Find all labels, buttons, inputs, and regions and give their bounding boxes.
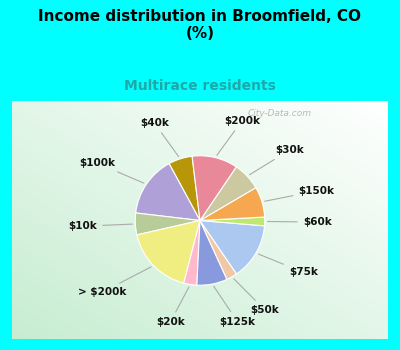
- Text: Income distribution in Broomfield, CO
(%): Income distribution in Broomfield, CO (%…: [38, 9, 362, 41]
- Text: $75k: $75k: [258, 254, 318, 277]
- Wedge shape: [192, 156, 236, 220]
- Wedge shape: [200, 167, 256, 220]
- Text: $40k: $40k: [140, 118, 179, 156]
- Wedge shape: [200, 188, 265, 220]
- Text: $150k: $150k: [265, 186, 334, 201]
- Wedge shape: [200, 217, 265, 226]
- Text: $30k: $30k: [250, 145, 304, 175]
- Wedge shape: [135, 213, 200, 235]
- Wedge shape: [184, 220, 200, 285]
- Text: $100k: $100k: [79, 158, 144, 183]
- Wedge shape: [137, 220, 200, 283]
- Text: $200k: $200k: [217, 116, 260, 155]
- Text: City-Data.com: City-Data.com: [248, 108, 312, 118]
- Wedge shape: [169, 156, 200, 220]
- Wedge shape: [200, 220, 236, 279]
- Text: $60k: $60k: [268, 217, 332, 227]
- Text: Multirace residents: Multirace residents: [124, 79, 276, 93]
- Wedge shape: [136, 163, 200, 220]
- Wedge shape: [197, 220, 227, 285]
- Text: > $200k: > $200k: [78, 267, 151, 297]
- Text: $10k: $10k: [68, 221, 132, 231]
- Text: $125k: $125k: [214, 286, 256, 327]
- Wedge shape: [200, 220, 264, 274]
- Text: $20k: $20k: [156, 287, 189, 327]
- Text: $50k: $50k: [234, 279, 279, 315]
